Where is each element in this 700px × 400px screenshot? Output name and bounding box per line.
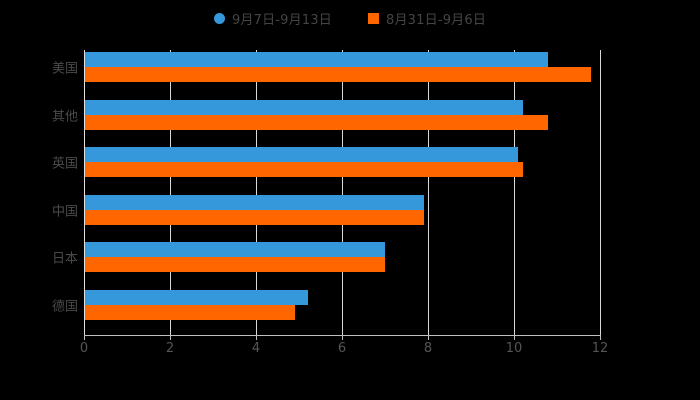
x-axis-tick-label: 8 — [423, 341, 433, 356]
bar-德国-9月7日-9月13日[interactable] — [84, 289, 308, 305]
legend-square-icon — [368, 12, 379, 24]
x-axis-tick-mark — [84, 335, 85, 340]
y-axis-tick-label: 英国 — [51, 156, 78, 172]
bar-group — [84, 98, 600, 146]
gridline — [428, 50, 429, 335]
plot-area — [84, 50, 601, 335]
x-axis-tick-mark — [256, 335, 257, 340]
bar-美国-8月31日-9月6日[interactable] — [84, 67, 592, 82]
legend-item[interactable]: 9月7日-9月13日 — [213, 9, 332, 28]
x-axis-tick-mark — [428, 335, 429, 340]
bar-group — [84, 50, 600, 98]
x-axis-tick-mark — [600, 335, 601, 340]
gridline — [600, 50, 601, 335]
y-axis-tick-label: 美国 — [51, 61, 78, 77]
y-axis-tick-label: 其他 — [51, 109, 78, 124]
bar-德国-8月31日-9月6日[interactable] — [84, 304, 295, 320]
legend-item[interactable]: 8月31日-9月6日 — [368, 9, 486, 28]
bar-日本-8月31日-9月6日[interactable] — [84, 257, 385, 272]
bar-中国-9月7日-9月13日[interactable] — [84, 194, 424, 210]
y-axis-line — [84, 50, 85, 336]
legend-item-label: 8月31日-9月6日 — [386, 12, 487, 28]
x-axis-tick-label: 2 — [165, 341, 175, 356]
bar-日本-9月7日-9月13日[interactable] — [84, 242, 385, 257]
bar-其他-8月31日-9月6日[interactable] — [84, 114, 549, 130]
bar-group — [84, 288, 600, 336]
gridline — [256, 50, 257, 335]
x-axis-tick-mark — [342, 335, 343, 340]
x-axis-tick-label: 4 — [251, 341, 261, 356]
x-axis-tick-label: 0 — [79, 341, 89, 356]
bar-group — [84, 145, 600, 193]
legend-item-label: 9月7日-9月13日 — [231, 12, 332, 28]
chart-legend: 9月7日-9月13日 8月31日-9月6日 — [0, 0, 700, 36]
y-axis-tick-label: 德国 — [51, 299, 78, 314]
bar-groups — [84, 50, 600, 335]
bar-group — [84, 240, 600, 288]
x-axis-tick-mark — [170, 335, 171, 340]
gridline — [342, 50, 343, 335]
legend-circle-icon — [213, 12, 225, 24]
bar-group — [84, 193, 600, 241]
gridline — [514, 50, 515, 335]
bar-中国-8月31日-9月6日[interactable] — [84, 209, 424, 225]
y-axis-tick-label: 中国 — [51, 204, 78, 219]
bar-英国-9月7日-9月13日[interactable] — [84, 147, 519, 162]
x-axis-tick-label: 6 — [337, 341, 347, 356]
x-axis-tick-label: 12 — [591, 341, 609, 356]
bar-美国-9月7日-9月13日[interactable] — [84, 52, 549, 67]
gridline — [170, 50, 171, 335]
x-axis-tick-label: 10 — [505, 341, 523, 356]
y-axis-tick-label: 日本 — [51, 251, 78, 267]
bar-其他-9月7日-9月13日[interactable] — [84, 99, 523, 115]
bar-英国-8月31日-9月6日[interactable] — [84, 162, 523, 177]
x-axis-tick-mark — [514, 335, 515, 340]
